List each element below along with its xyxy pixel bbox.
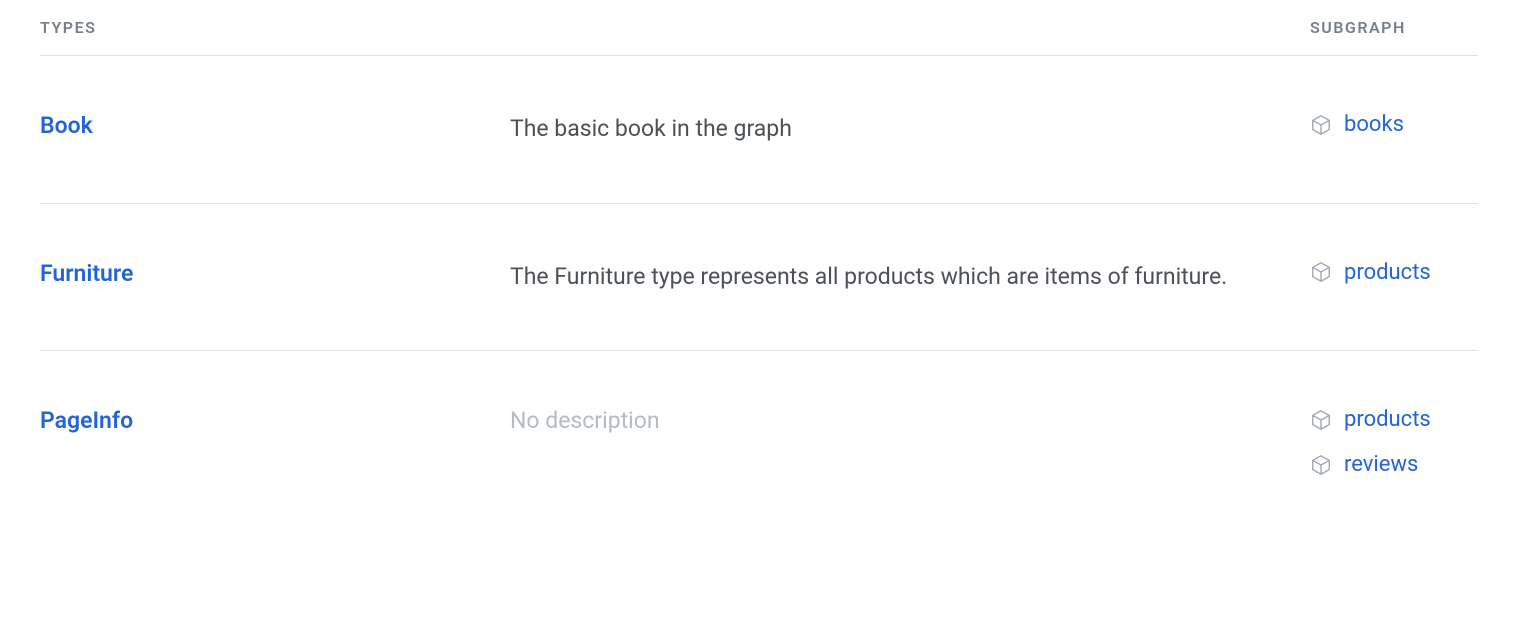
cube-icon bbox=[1310, 454, 1332, 476]
table-row: PageInfo No description products reviews bbox=[40, 351, 1478, 533]
subgraph-cell: products bbox=[1310, 260, 1478, 285]
type-cell: PageInfo bbox=[40, 407, 510, 434]
cube-icon bbox=[1310, 261, 1332, 283]
type-cell: Furniture bbox=[40, 260, 510, 287]
subgraph-link[interactable]: products bbox=[1344, 407, 1431, 432]
subgraph-item: books bbox=[1310, 112, 1478, 137]
type-link[interactable]: PageInfo bbox=[40, 407, 133, 434]
header-subgraph: SUBGRAPH bbox=[1310, 18, 1478, 37]
subgraph-item: products bbox=[1310, 260, 1478, 285]
header-types: TYPES bbox=[40, 18, 510, 37]
table-row: Book The basic book in the graph books bbox=[40, 56, 1478, 204]
types-table: TYPES SUBGRAPH Book The basic book in the… bbox=[0, 0, 1518, 533]
subgraph-item: reviews bbox=[1310, 452, 1478, 477]
header-description-spacer bbox=[510, 18, 1310, 37]
description-cell: The basic book in the graph bbox=[510, 112, 1310, 147]
subgraph-link[interactable]: reviews bbox=[1344, 452, 1418, 477]
type-link[interactable]: Furniture bbox=[40, 260, 133, 287]
cube-icon bbox=[1310, 409, 1332, 431]
subgraph-list: products bbox=[1310, 260, 1478, 285]
subgraph-cell: books bbox=[1310, 112, 1478, 137]
description-text: The basic book in the graph bbox=[510, 115, 792, 142]
subgraph-item: products bbox=[1310, 407, 1478, 432]
table-header-row: TYPES SUBGRAPH bbox=[40, 0, 1478, 56]
subgraph-cell: products reviews bbox=[1310, 407, 1478, 477]
subgraph-list: products reviews bbox=[1310, 407, 1478, 477]
description-text: The Furniture type represents all produc… bbox=[510, 263, 1227, 290]
type-link[interactable]: Book bbox=[40, 112, 93, 139]
description-cell: No description bbox=[510, 407, 1310, 434]
subgraph-list: books bbox=[1310, 112, 1478, 137]
table-body: Book The basic book in the graph books Furn… bbox=[40, 56, 1478, 533]
cube-icon bbox=[1310, 114, 1332, 136]
description-cell: The Furniture type represents all produc… bbox=[510, 260, 1310, 295]
type-cell: Book bbox=[40, 112, 510, 139]
description-placeholder: No description bbox=[510, 407, 660, 434]
table-row: Furniture The Furniture type represents a… bbox=[40, 204, 1478, 352]
subgraph-link[interactable]: products bbox=[1344, 260, 1431, 285]
subgraph-link[interactable]: books bbox=[1344, 112, 1404, 137]
